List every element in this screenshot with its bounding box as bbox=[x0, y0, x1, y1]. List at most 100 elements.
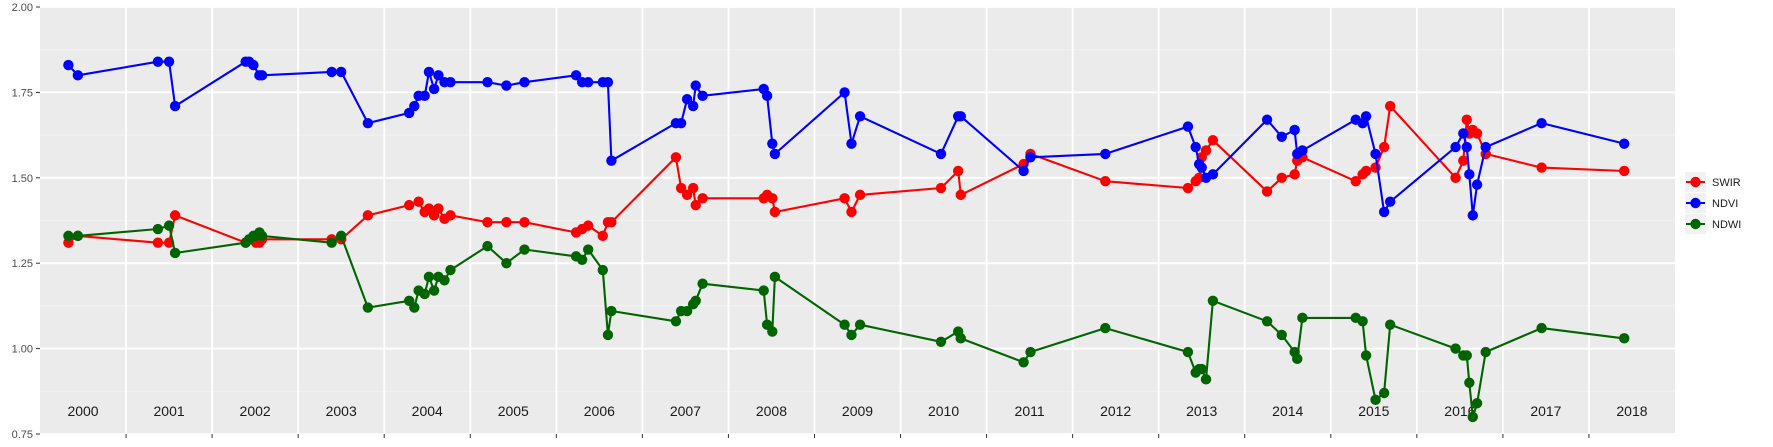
y-tick-label: 1.25 bbox=[12, 258, 33, 270]
data-point-ndwi bbox=[169, 247, 181, 259]
data-point-ndvi bbox=[582, 76, 594, 88]
year-label: 2005 bbox=[498, 403, 529, 419]
data-point-swir bbox=[846, 206, 857, 218]
series-ndwi bbox=[63, 220, 1630, 423]
data-point-ndwi bbox=[1297, 312, 1308, 324]
data-point-swir bbox=[482, 217, 493, 228]
data-point-ndwi bbox=[606, 305, 617, 317]
data-point-ndwi bbox=[1182, 346, 1194, 358]
year-label: 2015 bbox=[1358, 403, 1389, 419]
data-point-ndvi bbox=[675, 117, 687, 129]
data-point-ndwi bbox=[63, 230, 74, 242]
year-label: 2002 bbox=[240, 403, 271, 419]
data-point-ndvi bbox=[1370, 148, 1381, 160]
data-point-swir bbox=[501, 217, 512, 228]
data-point-swir bbox=[1200, 145, 1212, 156]
data-point-ndvi bbox=[1100, 148, 1111, 160]
data-point-ndwi bbox=[1370, 394, 1381, 406]
data-point-ndvi bbox=[1480, 141, 1491, 153]
data-point-ndvi bbox=[1536, 117, 1547, 129]
data-point-swir bbox=[1100, 176, 1111, 187]
data-point-ndwi bbox=[690, 295, 701, 306]
year-label: 2004 bbox=[412, 403, 443, 419]
data-point-ndwi bbox=[152, 223, 164, 235]
y-tick-label: 2.00 bbox=[12, 2, 33, 14]
data-point-ndwi bbox=[1025, 346, 1036, 358]
data-point-ndvi bbox=[854, 111, 866, 122]
data-point-swir bbox=[362, 210, 374, 221]
data-point-ndwi bbox=[1378, 387, 1390, 399]
data-point-swir bbox=[445, 210, 456, 221]
data-point-ndwi bbox=[428, 285, 440, 296]
data-point-swir bbox=[1207, 135, 1219, 146]
data-point-swir bbox=[955, 189, 966, 201]
data-point-ndwi bbox=[519, 244, 530, 255]
data-point-ndvi bbox=[248, 59, 259, 71]
data-point-ndvi bbox=[1450, 141, 1461, 153]
year-labels: 2000 2001 2002 2003 2004 2005 2006 2007 2008 2009… bbox=[67, 403, 1647, 419]
data-point-swir bbox=[687, 182, 699, 194]
data-point-swir bbox=[1536, 162, 1547, 173]
data-point-ndvi bbox=[409, 100, 420, 112]
data-point-ndvi bbox=[433, 70, 444, 81]
data-point-ndwi bbox=[482, 240, 493, 252]
data-point-swir bbox=[1619, 165, 1630, 177]
data-point-ndwi bbox=[758, 285, 769, 296]
data-point-ndvi bbox=[335, 66, 347, 78]
data-point-ndvi bbox=[1471, 179, 1483, 190]
data-point-ndvi bbox=[767, 138, 778, 149]
data-point-ndwi bbox=[1100, 322, 1111, 334]
data-point-ndwi bbox=[681, 305, 693, 317]
data-point-ndvi bbox=[501, 80, 512, 91]
series-ndvi bbox=[63, 56, 1630, 221]
legend-item-ndvi: NDVI bbox=[1685, 193, 1738, 213]
year-label: 2011 bbox=[1015, 403, 1045, 419]
data-point-ndwi bbox=[1261, 316, 1273, 327]
data-point-ndvi bbox=[697, 90, 708, 102]
data-point-ndwi bbox=[955, 333, 966, 344]
data-point-ndvi bbox=[1018, 165, 1029, 177]
data-point-ndwi bbox=[1292, 353, 1303, 365]
data-point-ndwi bbox=[935, 336, 947, 347]
data-point-ndvi bbox=[428, 83, 440, 95]
data-point-ndwi bbox=[1619, 333, 1630, 344]
data-point-ndwi bbox=[1461, 350, 1472, 361]
data-point-ndvi bbox=[1378, 206, 1390, 218]
data-point-ndwi bbox=[1276, 329, 1287, 341]
legend-key-point bbox=[1690, 197, 1701, 209]
data-point-ndvi bbox=[1196, 162, 1207, 173]
data-point-ndwi bbox=[1471, 398, 1483, 409]
data-point-swir bbox=[1378, 141, 1390, 153]
data-point-ndwi bbox=[670, 316, 682, 327]
data-point-ndvi bbox=[1261, 114, 1273, 125]
data-point-ndvi bbox=[1464, 169, 1475, 180]
data-point-ndvi bbox=[1276, 131, 1287, 143]
data-point-ndwi bbox=[445, 264, 456, 276]
data-point-ndvi bbox=[482, 76, 493, 88]
data-point-ndwi bbox=[597, 264, 608, 276]
data-point-swir bbox=[697, 193, 708, 204]
data-point-ndvi bbox=[1190, 141, 1201, 153]
data-point-swir bbox=[597, 230, 608, 242]
data-point-ndwi bbox=[602, 329, 614, 341]
data-point-ndwi bbox=[1196, 363, 1207, 375]
data-point-swir bbox=[690, 199, 701, 211]
data-point-ndvi bbox=[769, 148, 781, 160]
data-point-ndvi bbox=[1025, 152, 1036, 163]
data-point-ndvi bbox=[362, 117, 374, 129]
year-label: 2014 bbox=[1272, 403, 1303, 419]
data-point-ndwi bbox=[1018, 357, 1029, 368]
data-point-swir bbox=[433, 203, 444, 214]
data-point-ndwi bbox=[576, 254, 588, 265]
data-point-ndvi bbox=[163, 56, 175, 67]
data-point-swir bbox=[1370, 162, 1381, 173]
year-label: 2017 bbox=[1530, 403, 1561, 419]
series-swir bbox=[63, 100, 1630, 248]
data-point-swir bbox=[1458, 155, 1469, 166]
data-point-swir bbox=[952, 165, 964, 177]
data-point-ndvi bbox=[570, 70, 582, 81]
data-point-swir bbox=[169, 210, 181, 221]
x-axis bbox=[125, 434, 1590, 438]
data-point-ndwi bbox=[839, 319, 850, 330]
